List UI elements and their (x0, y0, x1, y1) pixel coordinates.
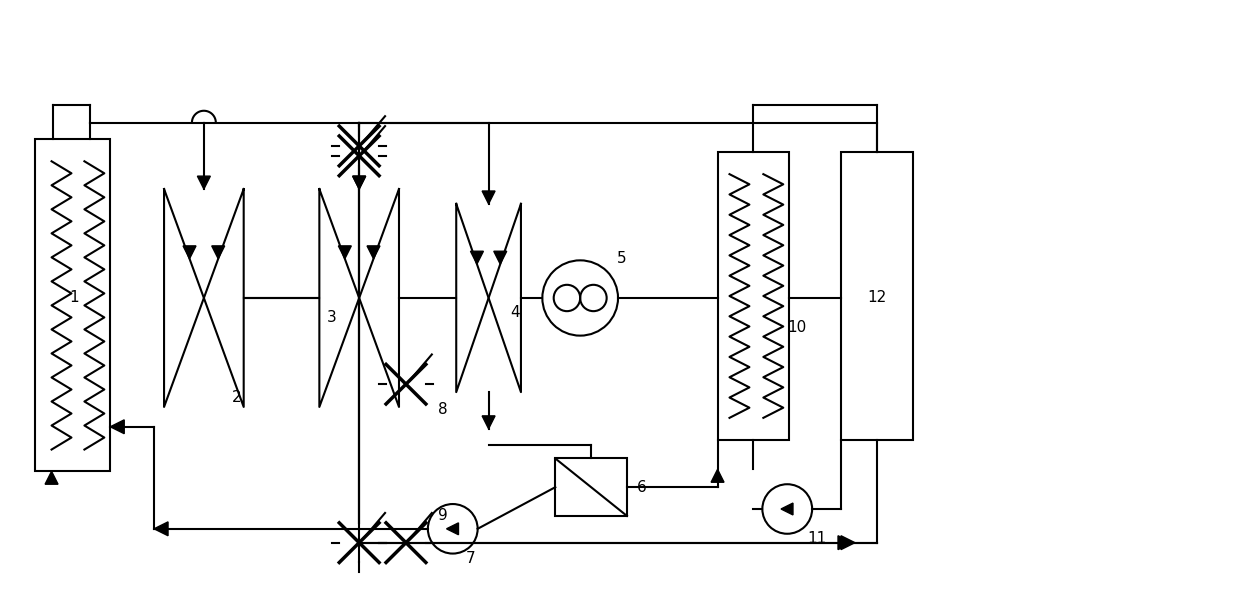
Polygon shape (841, 535, 854, 550)
Bar (35, 139, 110, 471)
Text: 6: 6 (637, 480, 647, 495)
Text: 2: 2 (232, 390, 242, 404)
Polygon shape (482, 191, 495, 204)
Polygon shape (154, 522, 169, 535)
Polygon shape (470, 251, 484, 264)
Polygon shape (110, 420, 124, 433)
Bar (841, 152, 913, 439)
Text: 7: 7 (466, 551, 475, 566)
Polygon shape (352, 176, 366, 189)
Bar (556, 458, 627, 516)
Polygon shape (711, 470, 724, 482)
Polygon shape (838, 535, 852, 550)
Polygon shape (446, 523, 459, 535)
Text: 4: 4 (511, 305, 521, 320)
Text: 3: 3 (326, 310, 336, 326)
Polygon shape (184, 246, 196, 259)
Text: 9: 9 (438, 508, 448, 524)
Polygon shape (781, 503, 792, 515)
Polygon shape (339, 246, 351, 259)
Text: 1: 1 (69, 291, 79, 305)
Polygon shape (212, 246, 224, 259)
Text: 12: 12 (867, 291, 887, 305)
Polygon shape (197, 176, 211, 189)
Polygon shape (352, 176, 366, 189)
Text: 11: 11 (807, 531, 827, 546)
Text: 10: 10 (787, 320, 807, 335)
Polygon shape (494, 251, 507, 264)
Polygon shape (482, 416, 495, 429)
Polygon shape (45, 471, 58, 484)
Text: 8: 8 (438, 403, 448, 417)
Bar (718, 152, 789, 439)
Polygon shape (367, 246, 379, 259)
Text: 5: 5 (618, 251, 626, 266)
